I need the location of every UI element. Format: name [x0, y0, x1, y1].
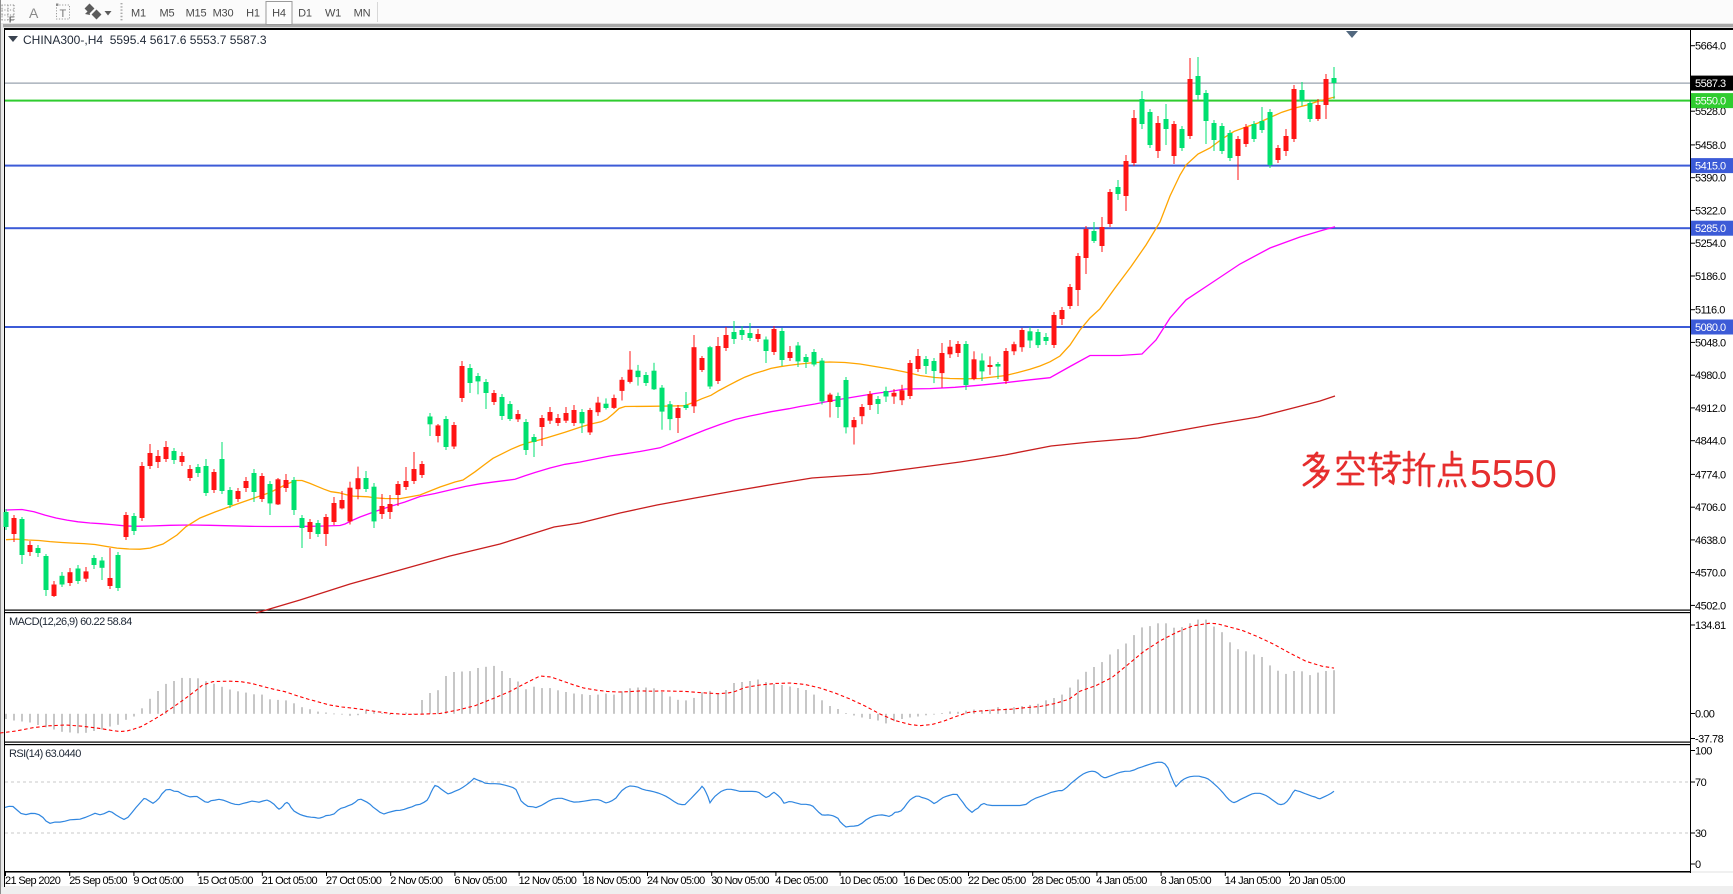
svg-text:5254.0: 5254.0 [1695, 238, 1726, 250]
svg-text:5550.0: 5550.0 [1695, 96, 1726, 108]
svg-text:5458.0: 5458.0 [1695, 140, 1726, 152]
svg-text:4844.0: 4844.0 [1695, 436, 1726, 448]
svg-text:0.00: 0.00 [1695, 709, 1715, 721]
svg-text:12 Nov 05:00: 12 Nov 05:00 [519, 875, 577, 887]
svg-text:5528.0: 5528.0 [1695, 106, 1726, 118]
svg-text:16 Dec 05:00: 16 Dec 05:00 [904, 875, 962, 887]
svg-text:4774.0: 4774.0 [1695, 469, 1726, 481]
svg-text:25 Sep 05:00: 25 Sep 05:00 [69, 875, 127, 887]
svg-text:8 Jan 05:00: 8 Jan 05:00 [1161, 875, 1212, 887]
svg-text:W1: W1 [325, 8, 341, 20]
svg-text:27 Oct 05:00: 27 Oct 05:00 [326, 875, 382, 887]
svg-text:2 Nov 05:00: 2 Nov 05:00 [390, 875, 443, 887]
svg-text:M15: M15 [186, 8, 207, 20]
svg-text:M1: M1 [131, 8, 146, 20]
svg-text:21 Oct 05:00: 21 Oct 05:00 [262, 875, 318, 887]
svg-text:5550: 5550 [1470, 453, 1557, 496]
svg-text:4 Dec 05:00: 4 Dec 05:00 [775, 875, 828, 887]
svg-text:H1: H1 [246, 8, 260, 20]
svg-text:24 Nov 05:00: 24 Nov 05:00 [647, 875, 705, 887]
svg-text:15 Oct 05:00: 15 Oct 05:00 [198, 875, 254, 887]
svg-text:T: T [60, 8, 67, 20]
svg-text:4912.0: 4912.0 [1695, 403, 1726, 415]
svg-text:10 Dec 05:00: 10 Dec 05:00 [840, 875, 898, 887]
svg-text:14 Jan 05:00: 14 Jan 05:00 [1225, 875, 1281, 887]
svg-text:5390.0: 5390.0 [1695, 173, 1726, 185]
svg-text:MN: MN [354, 8, 371, 20]
svg-text:D1: D1 [298, 8, 312, 20]
svg-text:5664.0: 5664.0 [1695, 41, 1726, 53]
svg-text:28 Dec 05:00: 28 Dec 05:00 [1032, 875, 1090, 887]
svg-text:M5: M5 [160, 8, 175, 20]
svg-text:134.81: 134.81 [1695, 620, 1726, 632]
svg-text:21 Sep 2020: 21 Sep 2020 [5, 875, 61, 887]
svg-text:-37.78: -37.78 [1695, 734, 1724, 746]
svg-text:RSI(14) 63.0440: RSI(14) 63.0440 [9, 748, 81, 760]
svg-text:CHINA300-,H4 5595.4 5617.6 55: CHINA300-,H4 5595.4 5617.6 5553.7 5587.3 [23, 33, 267, 47]
svg-text:0: 0 [1695, 859, 1701, 871]
svg-text:4706.0: 4706.0 [1695, 502, 1726, 514]
svg-text:F: F [9, 16, 14, 25]
svg-text:MACD(12,26,9) 60.22 58.84: MACD(12,26,9) 60.22 58.84 [9, 616, 132, 628]
svg-text:5587.3: 5587.3 [1695, 78, 1726, 90]
svg-text:A: A [29, 5, 39, 21]
svg-text:4570.0: 4570.0 [1695, 568, 1726, 580]
svg-text:5080.0: 5080.0 [1695, 322, 1726, 334]
svg-text:5186.0: 5186.0 [1695, 271, 1726, 283]
svg-text:4638.0: 4638.0 [1695, 535, 1726, 547]
svg-text:30 Nov 05:00: 30 Nov 05:00 [711, 875, 769, 887]
svg-text:70: 70 [1695, 777, 1707, 789]
svg-text:9 Oct 05:00: 9 Oct 05:00 [133, 875, 183, 887]
svg-text:6 Nov 05:00: 6 Nov 05:00 [454, 875, 507, 887]
svg-text:5116.0: 5116.0 [1695, 305, 1725, 317]
svg-text:20 Jan 05:00: 20 Jan 05:00 [1289, 875, 1345, 887]
svg-text:H4: H4 [272, 8, 286, 20]
svg-text:4502.0: 4502.0 [1695, 600, 1726, 612]
svg-text:M30: M30 [213, 8, 234, 20]
svg-text:5285.0: 5285.0 [1695, 223, 1726, 235]
svg-text:5048.0: 5048.0 [1695, 337, 1726, 349]
svg-text:4980.0: 4980.0 [1695, 370, 1726, 382]
svg-text:100: 100 [1695, 746, 1712, 758]
svg-text:22 Dec 05:00: 22 Dec 05:00 [968, 875, 1026, 887]
svg-text:30: 30 [1695, 828, 1707, 840]
svg-text:18 Nov 05:00: 18 Nov 05:00 [583, 875, 641, 887]
svg-text:5415.0: 5415.0 [1695, 161, 1726, 173]
svg-text:4 Jan 05:00: 4 Jan 05:00 [1096, 875, 1147, 887]
svg-text:5322.0: 5322.0 [1695, 205, 1726, 217]
